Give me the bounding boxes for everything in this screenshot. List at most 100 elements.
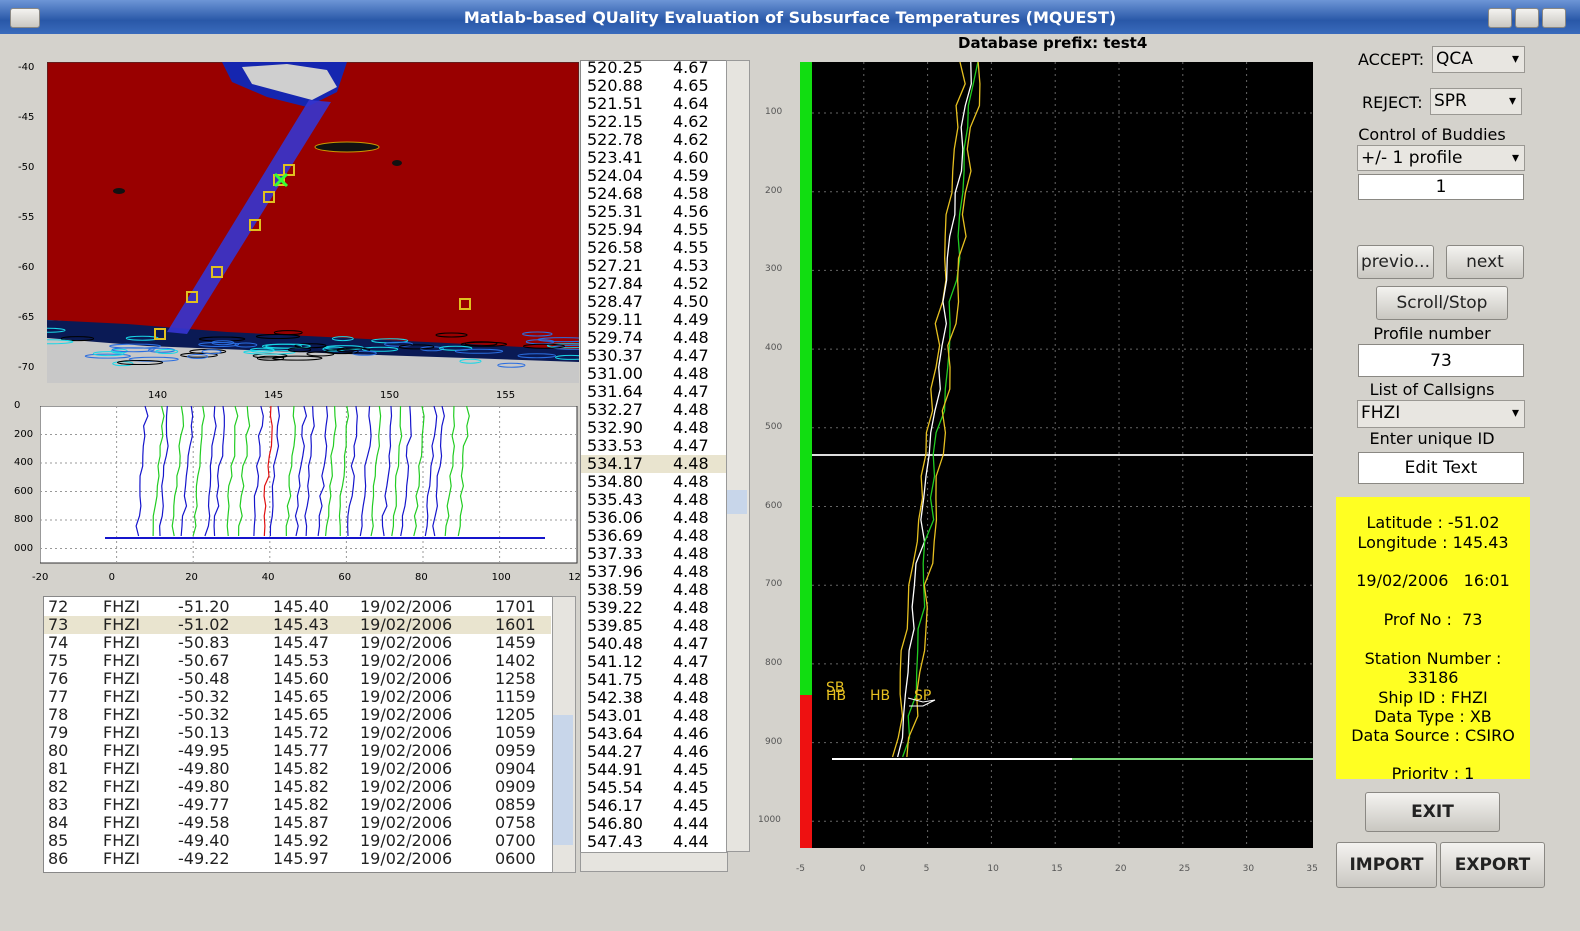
- table-cell: 81: [48, 759, 69, 778]
- close[interactable]: [1542, 8, 1566, 28]
- depth-cell: 527.21: [587, 256, 643, 275]
- depth-cell: 543.64: [587, 724, 643, 743]
- maximize[interactable]: [1515, 8, 1539, 28]
- table-cell: 0700: [495, 831, 536, 850]
- export-button[interactable]: EXPORT: [1440, 842, 1545, 888]
- profile-line: [359, 406, 372, 537]
- database-prefix: Database prefix: test4: [958, 34, 1148, 52]
- temp-cell: 4.58: [673, 184, 709, 203]
- table-cell: -50.13: [178, 723, 230, 742]
- profile-line: [317, 406, 329, 537]
- depth-cell: 544.27: [587, 742, 643, 761]
- map-y-tick-label: -50: [18, 162, 35, 173]
- table-cell: 145.77: [273, 741, 329, 760]
- island: [392, 160, 402, 166]
- table-cell: FHZI: [103, 669, 140, 688]
- shelf-contour: [294, 343, 327, 349]
- exit-button[interactable]: EXIT: [1365, 792, 1500, 832]
- station-table: [43, 596, 553, 873]
- scrollbar[interactable]: [726, 60, 750, 852]
- shelf-contour: [517, 353, 556, 359]
- depth-cell: 524.04: [587, 166, 643, 185]
- depth-cell: 546.80: [587, 814, 643, 833]
- depth-cell: 541.75: [587, 670, 643, 689]
- temp-cell: 4.44: [673, 832, 709, 851]
- profile-line: [370, 406, 382, 537]
- import-button[interactable]: IMPORT: [1336, 842, 1437, 888]
- profile-line: [424, 406, 438, 537]
- table-cell: FHZI: [103, 723, 140, 742]
- temp-cell: 4.48: [673, 598, 709, 617]
- depth-cell: 529.74: [587, 328, 643, 347]
- shelf-contour: [234, 342, 258, 348]
- title-bar: [0, 0, 1580, 34]
- table-cell: FHZI: [103, 651, 140, 670]
- profile-y-tick-label: 000: [14, 542, 34, 554]
- scroll-button[interactable]: Scroll/Stop: [1376, 286, 1508, 320]
- window-menu[interactable]: [10, 8, 40, 28]
- shelf-contour: [243, 349, 296, 355]
- depth-cell: 547.43: [587, 832, 643, 851]
- table-cell: 145.82: [273, 759, 329, 778]
- temp-cell: 4.67: [673, 58, 709, 77]
- shelf-contour: [439, 345, 473, 351]
- minimize[interactable]: [1488, 8, 1512, 28]
- temp-cell: 4.46: [673, 742, 709, 761]
- temp-cell: 4.48: [673, 472, 709, 491]
- title: Matlab-based QUality Evaluation of Subsu…: [463, 8, 1117, 27]
- profile-x-tick-label: 12: [568, 572, 581, 583]
- table-cell: FHZI: [103, 705, 140, 724]
- profile-line: [192, 406, 205, 537]
- main-y-tick-label: 600: [765, 500, 783, 511]
- info-line: Data Source : CSIRO: [1351, 726, 1515, 745]
- profile-edit[interactable]: 73: [1358, 344, 1524, 377]
- table-cell: -50.67: [178, 651, 230, 670]
- temp-cell: 4.45: [673, 796, 709, 815]
- table-cell: 1258: [495, 669, 536, 688]
- callsign-dropdown[interactable]: FHZI: [1357, 400, 1525, 428]
- main-y-tick-label: 400: [765, 343, 783, 354]
- table-cell: 145.65: [273, 705, 329, 724]
- table-cell: FHZI: [103, 831, 140, 850]
- shelf-contour: [546, 343, 579, 349]
- main-y-tick-label: 900: [765, 736, 783, 747]
- map-x-tick-label: 140: [148, 390, 168, 401]
- profile-line: [253, 406, 264, 537]
- station-marker: [211, 266, 223, 278]
- tasmania: [242, 64, 337, 100]
- table-cell: 145.40: [273, 597, 329, 616]
- profile-line: [159, 406, 169, 537]
- island: [113, 188, 125, 194]
- reject-dropdown[interactable]: SPR: [1430, 88, 1522, 115]
- temp-cell: 4.64: [673, 94, 709, 113]
- next-button[interactable]: next: [1446, 245, 1524, 279]
- spike: [907, 697, 936, 707]
- table-cell: FHZI: [103, 615, 140, 634]
- h-scrollbar[interactable]: [580, 852, 728, 872]
- main-x-tick-label: 5: [923, 864, 930, 874]
- station-marker: [273, 174, 285, 186]
- buddies-dropdown[interactable]: +/- 1 profile: [1357, 145, 1525, 171]
- unique-edit[interactable]: Edit Text: [1358, 452, 1524, 484]
- temp-cell: 4.44: [673, 814, 709, 833]
- table-cell: 74: [48, 633, 69, 652]
- temp-cell: 4.59: [673, 166, 709, 185]
- table-cell: 0959: [495, 741, 536, 760]
- buddies-edit[interactable]: 1: [1358, 174, 1524, 200]
- accept-dropdown[interactable]: QCA: [1432, 46, 1525, 73]
- depth-cell: 524.68: [587, 184, 643, 203]
- flag-label: HB: [870, 688, 891, 704]
- temp-cell: 4.48: [673, 490, 709, 509]
- temp-cell: 4.48: [673, 364, 709, 383]
- map-y-tick-label: -65: [18, 312, 35, 323]
- profile-line: [135, 406, 149, 537]
- previous-button[interactable]: previo...: [1357, 245, 1434, 279]
- label: Profile number: [1373, 324, 1491, 343]
- profiles-plot: [40, 406, 578, 564]
- table-cell: FHZI: [103, 687, 140, 706]
- info-line: Station Number :: [1364, 649, 1502, 668]
- main-x-tick-label: -5: [796, 864, 805, 874]
- temp-cell: 4.56: [673, 202, 709, 221]
- depth-cell: 521.51: [587, 94, 643, 113]
